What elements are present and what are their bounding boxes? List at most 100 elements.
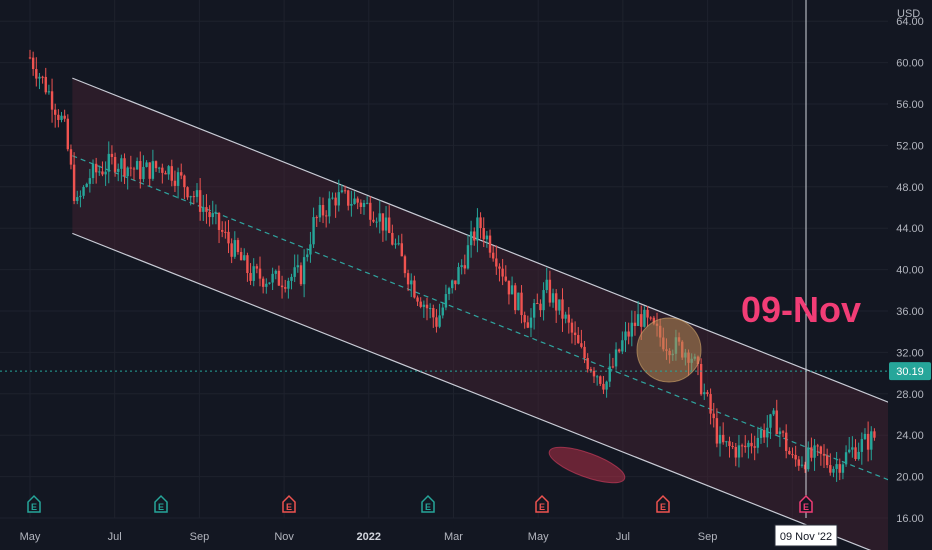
candle-body [422,304,426,307]
candle-body [621,340,624,352]
candle-body [501,268,504,277]
candle-body [715,418,719,444]
candle-body [567,314,570,323]
y-tick-label: 36.00 [896,306,924,318]
candle-body [646,309,649,318]
candle-body [347,190,350,206]
y-tick-label: 28.00 [896,389,924,401]
annotation-09-nov[interactable]: 09-Nov [741,289,861,330]
candle-body [154,161,158,169]
candle-body [85,183,88,187]
candle-body [233,240,237,257]
candle-body [542,290,545,311]
candle-body [860,439,864,452]
candle-body [762,430,766,438]
candle-body [50,91,54,110]
earnings-marker-label: E [803,502,809,512]
candle-body [444,294,448,308]
candle-body [740,445,744,447]
x-tick-label: 2022 [357,531,381,543]
y-tick-label: 56.00 [896,99,924,111]
candle-body [848,449,851,453]
candle-body [816,445,819,447]
candle-body [394,243,397,245]
candle-body [750,442,753,447]
candle-body [766,427,769,438]
candle-body [362,202,366,207]
candle-body [731,445,734,447]
candle-body [803,464,807,470]
candle-body [721,434,725,443]
candle-body [28,57,32,59]
earnings-marker-positive[interactable]: E [154,494,168,513]
candle-body [514,285,517,311]
candle-body [315,217,318,219]
earnings-marker-negative[interactable]: E [535,494,549,513]
current-price-label: 30.19 [896,366,924,378]
candle-body [747,442,750,448]
candle-body [605,381,608,390]
candle-body [577,335,580,344]
candle-body [624,331,627,341]
earnings-marker-label: E [286,502,292,512]
candle-body [633,322,637,326]
earnings-marker-negative[interactable]: E [656,494,670,513]
candle-body [41,76,44,78]
candle-body [800,464,804,466]
candle-body [387,217,391,233]
y-tick-label: 60.00 [896,58,924,70]
candle-body [854,447,857,460]
candle-body [523,315,526,323]
y-tick-label: 44.00 [896,223,924,235]
y-tick-label: 24.00 [896,430,924,442]
candle-body [510,285,514,295]
candle-body [473,231,476,241]
candle-body [825,455,829,466]
candle-body [397,243,400,245]
candle-body [369,202,372,220]
candle-body [164,172,167,175]
candle-body [246,255,249,274]
candle-body [302,257,306,285]
candle-body [595,376,599,378]
candle-body [375,221,378,223]
candle-body [599,376,602,384]
channel-middle-line[interactable] [72,155,920,493]
candle-body [829,465,832,473]
candle-body [794,454,797,460]
candle-body [135,161,139,170]
candle-body [186,187,189,198]
candle-body [554,293,558,311]
candle-body [640,314,643,327]
candle-body [866,433,870,450]
candle-body [161,167,164,173]
candle-body [243,255,246,261]
candle-body [813,445,816,458]
candle-body [356,198,359,203]
candle-body [230,243,233,257]
candle-body [290,276,293,281]
x-tick-label: May [528,531,549,543]
candle-body [227,231,230,244]
candle-body [630,322,634,337]
candle-body [224,231,227,233]
earnings-marker-positive[interactable]: E [27,494,41,513]
candle-body [460,265,463,268]
candle-body [841,464,845,473]
candle-body [113,156,117,172]
candle-body [173,180,177,186]
earnings-marker-positive[interactable]: E [421,494,435,513]
candle-body [195,190,199,197]
candle-body [476,217,479,241]
candle-body [469,231,473,246]
earnings-marker-upcoming[interactable]: E [799,494,813,513]
candle-body [441,307,444,316]
y-tick-label: 32.00 [896,347,924,359]
earnings-marker-negative[interactable]: E [282,494,296,513]
candle-body [734,446,737,458]
candle-body [753,446,756,448]
candle-body [334,197,337,206]
y-tick-label: 20.00 [896,472,924,484]
channel-lower-line[interactable] [72,232,919,550]
